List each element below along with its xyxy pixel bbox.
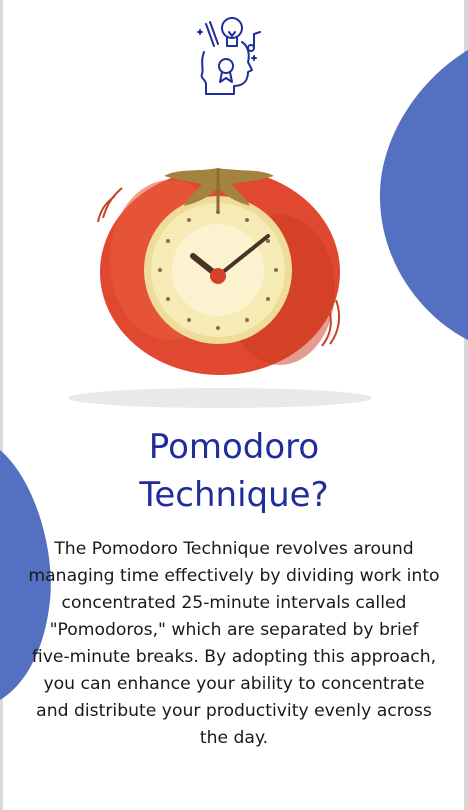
description-paragraph: The Pomodoro Technique revolves around m…	[28, 539, 440, 748]
page-title: Pomodoro Technique?	[0, 423, 468, 519]
tomato-clock-icon	[68, 168, 372, 408]
creative-head-icon	[197, 17, 261, 95]
left-border	[0, 0, 3, 810]
decorative-blob-left	[0, 450, 51, 700]
right-border	[464, 0, 468, 810]
title-line-2: Technique?	[139, 475, 329, 515]
decorative-blob-right	[379, 50, 468, 340]
title-line-1: Pomodoro	[148, 427, 320, 467]
